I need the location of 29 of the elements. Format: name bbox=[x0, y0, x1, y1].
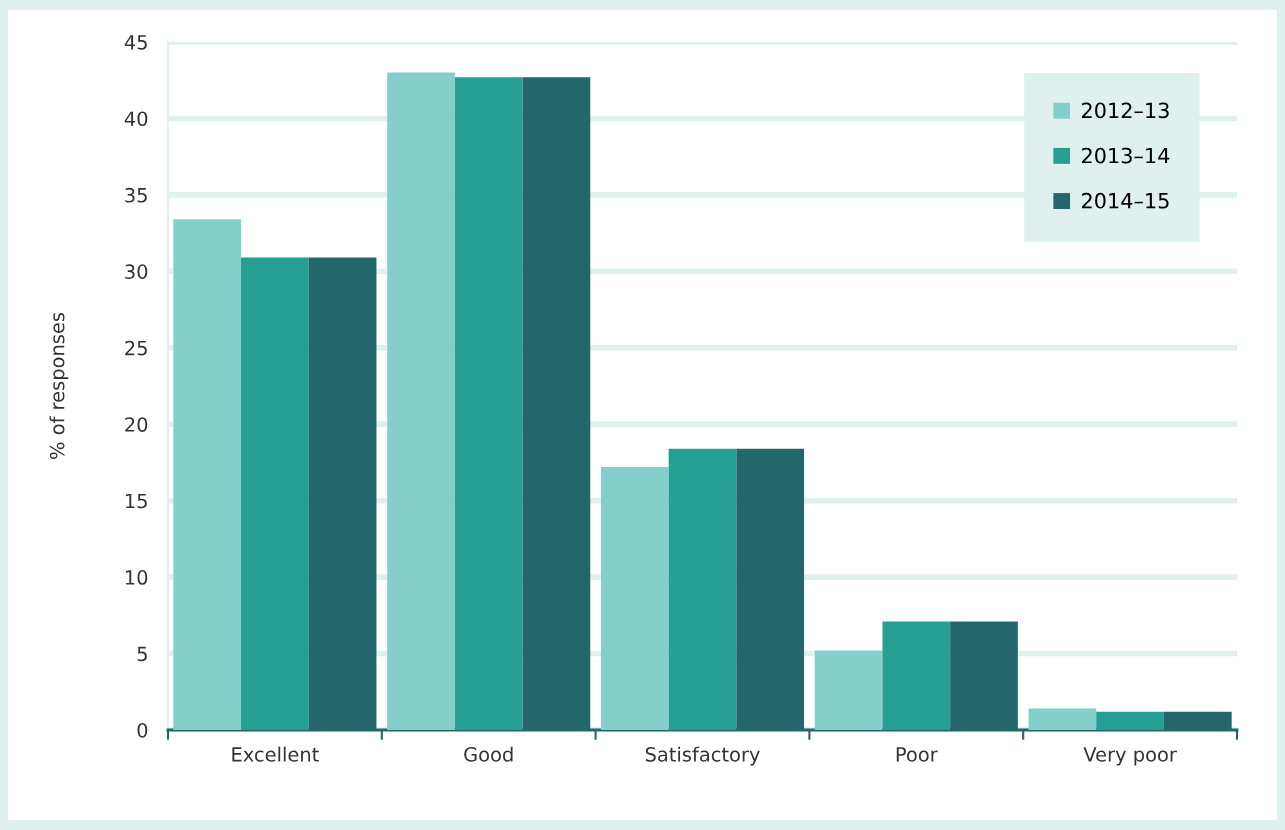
y-tick-label: 5 bbox=[137, 646, 147, 662]
y-tick-label: 35 bbox=[125, 187, 147, 203]
bar bbox=[1096, 711, 1164, 730]
bar bbox=[814, 650, 883, 730]
bar bbox=[668, 448, 737, 730]
legend-label: 2014–15 bbox=[1082, 192, 1169, 209]
legend-label: 2013–14 bbox=[1082, 147, 1170, 164]
y-tick-label: 40 bbox=[124, 111, 148, 127]
y-tick-label: 20 bbox=[125, 417, 148, 432]
x-tick-label: Poor bbox=[896, 747, 938, 762]
x-tick-label: Excellent bbox=[232, 746, 319, 762]
bar bbox=[241, 257, 309, 730]
legend-label: 2012–13 bbox=[1082, 102, 1169, 119]
bar bbox=[454, 77, 523, 730]
bar bbox=[600, 467, 669, 730]
bar bbox=[1028, 708, 1097, 730]
bar bbox=[882, 621, 951, 730]
x-tick-label: Satisfactory bbox=[645, 746, 760, 766]
x-tick-label: Very poor bbox=[1083, 747, 1177, 766]
bar bbox=[173, 219, 242, 730]
x-tick-label: Good bbox=[464, 746, 513, 762]
y-tick-label: 10 bbox=[125, 570, 148, 585]
y-axis-title: % of responses bbox=[49, 312, 69, 459]
y-tick-label: 15 bbox=[125, 493, 147, 509]
bar bbox=[387, 72, 455, 730]
y-tick-label: 0 bbox=[137, 722, 148, 738]
y-tick-label: 30 bbox=[125, 264, 148, 279]
y-tick-label: 45 bbox=[124, 35, 147, 50]
y-tick-label: 25 bbox=[125, 340, 147, 356]
